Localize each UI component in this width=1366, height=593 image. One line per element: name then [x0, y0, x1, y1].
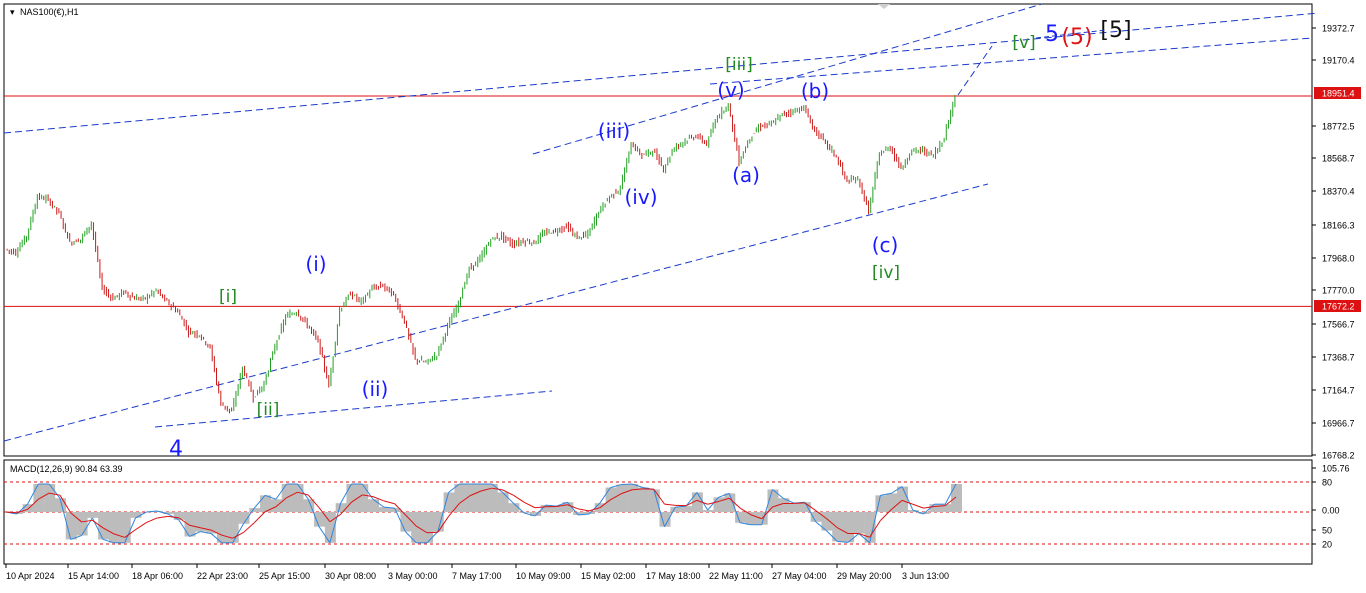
time-tick-label: 25 Apr 15:00: [259, 571, 310, 581]
chart-title-arrow[interactable]: ▾: [10, 7, 15, 17]
macd-histogram-bar: [627, 484, 638, 512]
time-tick-label: 22 Apr 23:00: [197, 571, 248, 581]
wave-label: [v]: [1012, 33, 1035, 53]
macd-histogram-bar: [843, 512, 854, 542]
macd-histogram-bar: [411, 512, 422, 543]
wave-label: [iv]: [872, 263, 900, 283]
macd-histogram-bar: [681, 506, 692, 512]
macd-histogram-bar: [476, 484, 487, 512]
time-tick-label: 27 May 04:00: [772, 571, 827, 581]
macd-histogram-bar: [357, 484, 368, 512]
wave-label: (a): [732, 163, 760, 187]
macd-histogram-bar: [746, 512, 757, 525]
macd-tick-label: 80: [1322, 478, 1332, 488]
time-tick-label: 3 May 00:00: [388, 571, 438, 581]
macd-tick-label: 50: [1322, 526, 1332, 536]
price-tick-label: 17368.7: [1322, 353, 1355, 363]
macd-histogram-bar: [854, 512, 865, 534]
macd-histogram-bar: [346, 484, 357, 512]
macd-tick-label: 105.76: [1322, 464, 1350, 474]
price-tick-label: 16966.7: [1322, 419, 1355, 429]
price-level-tag-label: 17672.2: [1322, 302, 1355, 312]
time-tick-label: 30 Apr 08:00: [325, 571, 376, 581]
time-tick-label: 10 May 09:00: [516, 571, 571, 581]
macd-histogram-bar: [120, 512, 131, 543]
time-tick-label: 15 May 02:00: [581, 571, 636, 581]
price-tick-label: 18166.3: [1322, 221, 1355, 231]
time-tick-label: 7 May 17:00: [452, 571, 502, 581]
macd-histogram-bar: [714, 497, 725, 512]
price-tick-label: 19170.4: [1322, 56, 1355, 66]
wave-label: [ii]: [257, 400, 280, 420]
macd-histogram-bar: [670, 507, 681, 512]
macd-histogram-bar: [368, 499, 379, 512]
wave-label: [i]: [219, 287, 237, 307]
chart-title: NAS100(€),H1: [20, 7, 79, 17]
wave-label: 4: [169, 437, 183, 462]
price-tick-label: 19372.7: [1322, 24, 1355, 34]
macd-histogram-bar: [832, 512, 843, 541]
macd-histogram-bar: [217, 512, 228, 543]
macd-histogram-bar: [929, 504, 940, 512]
macd-main-line: [621, 484, 632, 485]
wave-label: (i): [305, 252, 326, 276]
macd-histogram-bar: [951, 484, 962, 512]
macd-histogram-bar: [789, 503, 800, 512]
time-tick-label: 22 May 11:00: [709, 571, 763, 581]
price-tick-label: 17566.7: [1322, 320, 1355, 330]
macd-title: MACD(12,26,9) 90.84 63.39: [10, 464, 123, 474]
time-tick-label: 3 Jun 13:00: [902, 571, 949, 581]
wave-label: (c): [872, 233, 899, 257]
macd-histogram-bar: [703, 510, 714, 512]
macd-histogram-bar: [616, 485, 627, 512]
wave-label: (iv): [625, 185, 658, 209]
macd-histogram-bar: [109, 512, 120, 543]
price-tick-label: 18370.4: [1322, 187, 1355, 197]
price-tick-label: 18568.7: [1322, 154, 1355, 164]
macd-histogram-bar: [33, 484, 44, 512]
wave-label: (ii): [362, 377, 389, 401]
macd-histogram-bar: [498, 492, 509, 512]
wave-label: [5]: [1100, 18, 1131, 43]
wave-label: [iii]: [725, 55, 752, 75]
macd-histogram-bar: [292, 484, 303, 512]
wave-label: (v): [717, 78, 744, 102]
macd-histogram-bar: [897, 487, 908, 512]
macd-histogram-bar: [185, 512, 196, 537]
time-tick-label: 18 Apr 06:00: [132, 571, 183, 581]
price-tick-label: 17770.0: [1322, 286, 1355, 296]
price-tick-label: 17164.7: [1322, 386, 1355, 396]
time-tick-label: 15 Apr 14:00: [68, 571, 119, 581]
time-tick-label: 10 Apr 2024: [6, 571, 55, 581]
wave-label: 5: [1045, 22, 1059, 47]
price-tick-label: 17968.0: [1322, 254, 1355, 264]
macd-histogram-bar: [336, 503, 347, 512]
wave-label: (b): [801, 79, 829, 103]
macd-histogram-bar: [249, 508, 260, 512]
macd-histogram-bar: [87, 512, 98, 518]
macd-histogram-bar: [271, 499, 282, 512]
macd-tick-label: 0.00: [1322, 506, 1340, 516]
macd-histogram-bar: [131, 512, 142, 518]
wave-label: (iii): [598, 119, 630, 143]
macd-histogram-bar: [444, 492, 455, 512]
time-tick-label: 17 May 18:00: [646, 571, 701, 581]
macd-histogram-bar: [638, 488, 649, 513]
macd-histogram-bar: [77, 512, 88, 536]
price-tick-label: 18772.5: [1322, 122, 1355, 132]
price-tick-label: 16768.2: [1322, 451, 1355, 461]
wave-label: (5): [1061, 25, 1092, 50]
macd-histogram-bar: [865, 512, 876, 543]
time-tick-label: 29 May 20:00: [837, 571, 892, 581]
price-level-tag-label: 18951.4: [1322, 89, 1355, 99]
macd-histogram-bar: [44, 484, 55, 512]
macd-tick-label: 20: [1322, 540, 1332, 550]
